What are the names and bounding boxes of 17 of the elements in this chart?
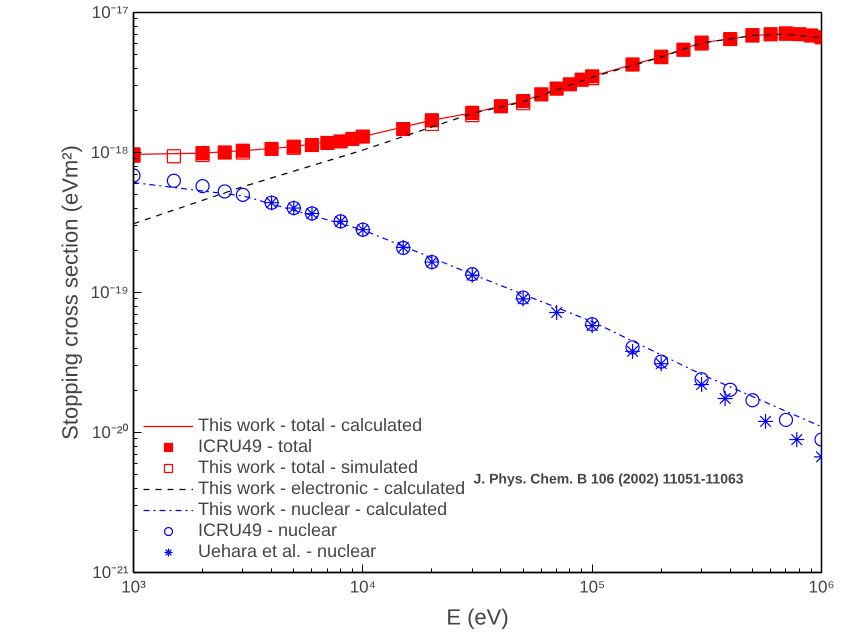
x-tick-label: 10⁴	[350, 578, 376, 596]
legend-label: Uehara et al. - nuclear	[198, 541, 376, 562]
y-tick-label: 10⁻¹⁸	[90, 143, 129, 162]
legend-label: ICRU49 - total	[198, 436, 312, 457]
y-axis-title: Stopping cross section (eVm²)	[58, 145, 83, 440]
x-tick-label: 10⁵	[579, 578, 606, 596]
y-tick-label: 10⁻¹⁹	[90, 283, 129, 302]
legend-label: This work - electronic - calculated	[198, 478, 466, 499]
y-tick-label: 10⁻¹⁷	[92, 3, 129, 22]
legend-label: This work - total - calculated	[198, 415, 422, 436]
legend-label: ICRU49 - nuclear	[198, 520, 338, 541]
legend-label: This work - nuclear - calculated	[198, 499, 448, 520]
legend-label: This work - total - simulated	[198, 457, 418, 478]
y-tick-label: 10⁻²⁰	[92, 423, 129, 442]
x-tick-label: 10⁶	[808, 578, 834, 596]
x-axis-title: E (eV)	[446, 604, 509, 630]
annotation: J. Phys. Chem. B 106 (2002) 11051-11063	[474, 470, 744, 486]
